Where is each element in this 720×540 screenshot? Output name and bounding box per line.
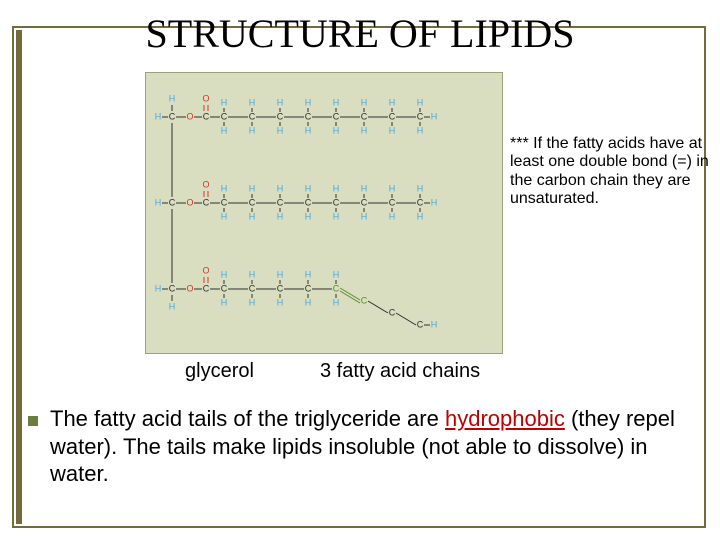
body-text: The fatty acid tails of the triglyceride… — [50, 405, 680, 488]
svg-text:H: H — [417, 183, 424, 193]
svg-text:C: C — [333, 111, 340, 121]
svg-text:C: C — [333, 197, 340, 207]
svg-text:C: C — [221, 197, 228, 207]
svg-text:C: C — [417, 197, 424, 207]
svg-text:H: H — [277, 97, 284, 107]
svg-text:H: H — [305, 183, 312, 193]
svg-text:C: C — [389, 197, 396, 207]
svg-text:H: H — [169, 93, 176, 103]
svg-text:C: C — [361, 197, 368, 207]
svg-text:C: C — [249, 111, 256, 121]
svg-text:H: H — [361, 97, 368, 107]
svg-text:H: H — [221, 97, 228, 107]
svg-text:H: H — [221, 125, 228, 135]
frame-accent-bar — [16, 30, 22, 524]
svg-text:H: H — [305, 125, 312, 135]
svg-text:C: C — [169, 197, 176, 207]
svg-text:H: H — [277, 269, 284, 279]
svg-text:H: H — [277, 297, 284, 307]
svg-text:H: H — [249, 269, 256, 279]
svg-text:C: C — [221, 283, 228, 293]
svg-text:C: C — [361, 111, 368, 121]
svg-text:H: H — [333, 183, 340, 193]
svg-text:C: C — [361, 295, 368, 305]
svg-text:C: C — [249, 283, 256, 293]
svg-text:C: C — [169, 111, 176, 121]
svg-text:C: C — [389, 111, 396, 121]
svg-text:C: C — [203, 283, 210, 293]
svg-text:H: H — [155, 111, 162, 121]
svg-text:H: H — [333, 269, 340, 279]
svg-text:C: C — [305, 197, 312, 207]
svg-text:H: H — [417, 211, 424, 221]
svg-text:H: H — [333, 97, 340, 107]
svg-text:O: O — [186, 197, 193, 207]
svg-text:H: H — [277, 183, 284, 193]
label-glycerol: glycerol — [185, 360, 254, 383]
svg-text:H: H — [221, 297, 228, 307]
svg-text:H: H — [305, 269, 312, 279]
svg-text:C: C — [305, 111, 312, 121]
svg-text:O: O — [186, 283, 193, 293]
svg-text:C: C — [389, 307, 396, 317]
svg-text:C: C — [169, 283, 176, 293]
svg-text:H: H — [169, 301, 176, 311]
svg-text:H: H — [155, 283, 162, 293]
svg-text:H: H — [305, 297, 312, 307]
svg-text:H: H — [249, 183, 256, 193]
svg-text:O: O — [202, 265, 209, 275]
svg-text:C: C — [203, 111, 210, 121]
svg-text:H: H — [431, 319, 438, 329]
body-pre: The fatty acid tails of the triglyceride… — [50, 406, 445, 431]
svg-text:C: C — [277, 111, 284, 121]
svg-text:C: C — [203, 197, 210, 207]
svg-text:H: H — [249, 125, 256, 135]
svg-text:H: H — [361, 125, 368, 135]
svg-text:C: C — [221, 111, 228, 121]
lipid-structure-diagram: HCHOCOCHHCHHCHHCHHCHHCHHCHHCHHHHCOCOCHHC… — [145, 72, 503, 354]
svg-text:O: O — [202, 179, 209, 189]
svg-text:H: H — [155, 197, 162, 207]
svg-text:H: H — [389, 125, 396, 135]
svg-text:H: H — [431, 111, 438, 121]
svg-text:H: H — [417, 125, 424, 135]
svg-text:C: C — [305, 283, 312, 293]
slide-title: STRUCTURE OF LIPIDS — [0, 10, 720, 57]
svg-text:H: H — [333, 125, 340, 135]
svg-text:H: H — [277, 125, 284, 135]
svg-text:H: H — [277, 211, 284, 221]
svg-text:H: H — [305, 97, 312, 107]
svg-text:H: H — [389, 183, 396, 193]
svg-text:C: C — [417, 111, 424, 121]
label-fatty-acid-chains: 3 fatty acid chains — [320, 360, 480, 383]
svg-text:C: C — [277, 283, 284, 293]
bullet-icon — [28, 416, 38, 426]
svg-text:H: H — [221, 183, 228, 193]
svg-text:H: H — [333, 211, 340, 221]
svg-text:H: H — [221, 269, 228, 279]
unsaturated-note: *** If the fatty acids have at least one… — [510, 135, 710, 209]
svg-text:O: O — [202, 93, 209, 103]
svg-text:C: C — [277, 197, 284, 207]
svg-text:C: C — [249, 197, 256, 207]
svg-text:H: H — [333, 297, 340, 307]
svg-text:H: H — [221, 211, 228, 221]
svg-text:H: H — [361, 211, 368, 221]
svg-text:H: H — [249, 97, 256, 107]
hydrophobic-term: hydrophobic — [445, 406, 565, 431]
svg-text:H: H — [305, 211, 312, 221]
svg-text:H: H — [389, 97, 396, 107]
svg-text:H: H — [431, 197, 438, 207]
svg-text:H: H — [249, 297, 256, 307]
svg-text:O: O — [186, 111, 193, 121]
svg-text:H: H — [389, 211, 396, 221]
svg-text:C: C — [333, 283, 340, 293]
svg-text:H: H — [417, 97, 424, 107]
svg-text:C: C — [417, 319, 424, 329]
svg-text:H: H — [361, 183, 368, 193]
svg-text:H: H — [249, 211, 256, 221]
